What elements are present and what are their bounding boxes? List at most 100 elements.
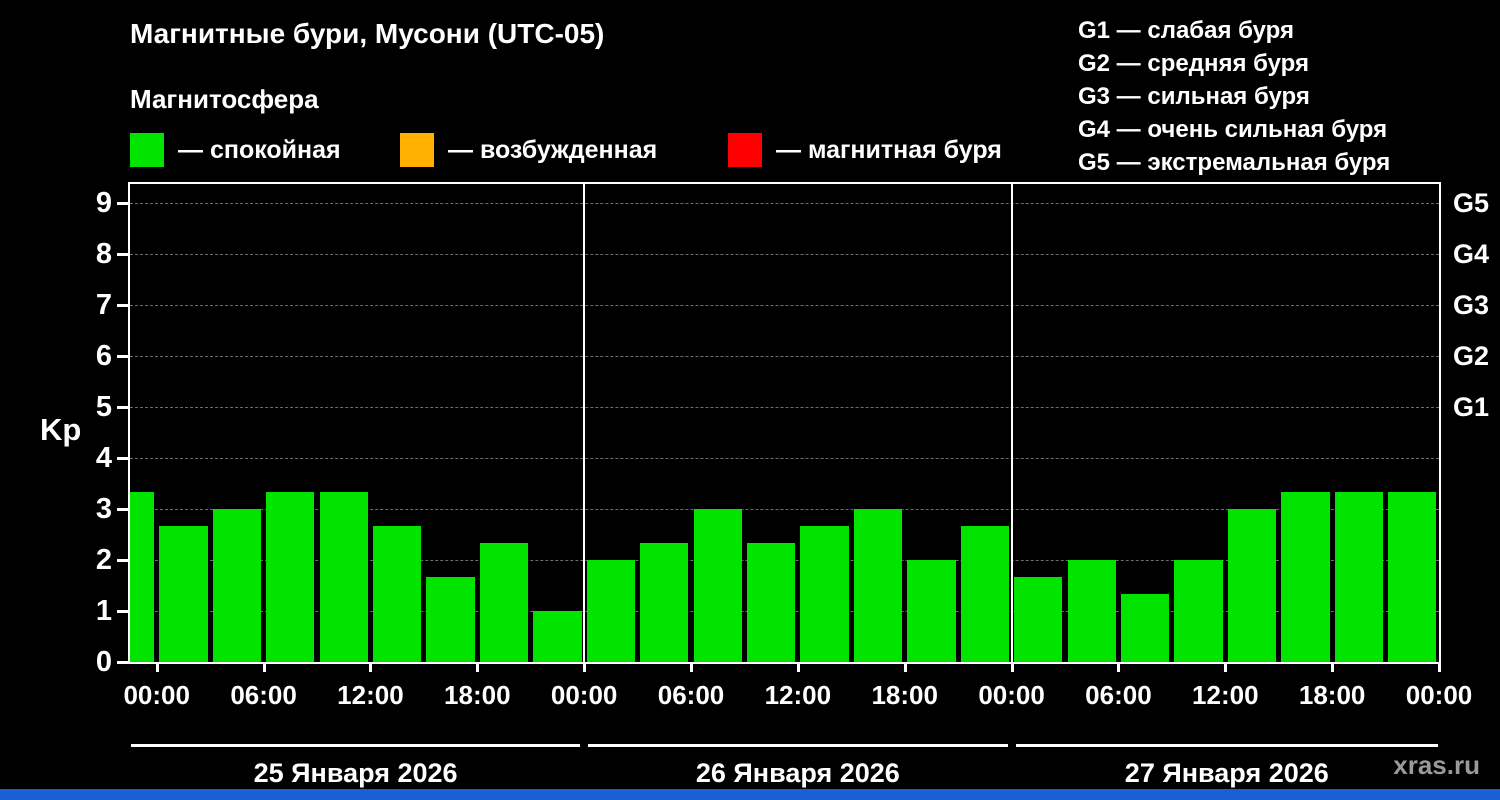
y-tick-label-7: 7 xyxy=(95,289,112,321)
y-tick-label-4: 4 xyxy=(95,442,112,474)
x-tick-label-12: 00:00 xyxy=(1405,680,1473,710)
date-line-3 xyxy=(1015,744,1438,747)
g-legend-item-g2: G2 — средняя буря xyxy=(1078,50,1309,77)
x-tick-9 xyxy=(1117,663,1121,672)
right-axis-label-g4: G4 xyxy=(1453,239,1490,269)
g-legend-item-g1: G1 — слабая буря xyxy=(1078,17,1295,44)
right-axis-label-g2: G2 xyxy=(1453,341,1490,371)
kp-axis-label: Kp xyxy=(40,412,82,447)
kp-bar-day3-5 xyxy=(1281,492,1330,662)
x-tick-label-10: 12:00 xyxy=(1192,680,1259,710)
date-label-2: 26 Января 2026 xyxy=(695,758,900,788)
kp-bar-day2-6 xyxy=(907,560,956,662)
x-tick-6 xyxy=(796,663,800,672)
kp-bar-day2-5 xyxy=(853,509,903,662)
x-tick-label-11: 18:00 xyxy=(1298,680,1366,710)
x-tick-label-1: 06:00 xyxy=(230,680,297,710)
right-axis-label-g5: G5 xyxy=(1453,188,1490,218)
kp-bar-day1-2 xyxy=(266,492,315,662)
legend-item-storm: — магнитная буря xyxy=(728,133,1002,167)
magnetosphere-subtitle: Магнитосфера xyxy=(130,84,319,114)
x-tick-3 xyxy=(476,663,480,672)
x-tick-label-7: 18:00 xyxy=(871,680,938,710)
kp-bar-day1-3 xyxy=(319,492,368,662)
g-legend-item-g3: G3 — сильная буря xyxy=(1078,83,1310,110)
y-tick-5 xyxy=(117,406,128,409)
y-tick-2 xyxy=(117,559,128,562)
right-axis-label-g1: G1 xyxy=(1453,392,1490,422)
y-tick-8 xyxy=(117,253,128,256)
legend-label-storm: — магнитная буря xyxy=(776,136,1002,164)
kp-bar-day3-7 xyxy=(1388,492,1437,662)
kp-gridline-8 xyxy=(130,254,1439,255)
kp-bar-day3-6 xyxy=(1334,492,1384,662)
x-tick-11 xyxy=(1331,663,1335,672)
kp-gridline-4 xyxy=(130,458,1439,459)
page-title: Магнитные бури, Мусони (UTC-05) xyxy=(130,18,605,49)
kp-bar-day3-4 xyxy=(1227,509,1277,662)
bottom-accent-strip xyxy=(0,789,1500,800)
x-tick-0 xyxy=(155,663,159,672)
g-legend-item-g5: G5 — экстремальная буря xyxy=(1078,149,1391,176)
date-line-1 xyxy=(131,744,581,747)
x-tick-label-6: 12:00 xyxy=(764,680,832,710)
y-tick-7 xyxy=(117,304,128,307)
x-tick-label-2: 12:00 xyxy=(337,680,404,710)
legend-item-quiet: — спокойная xyxy=(130,133,341,167)
kp-bar-day3-2 xyxy=(1120,594,1170,662)
x-tick-5 xyxy=(690,663,693,672)
kp-bar-day2-0 xyxy=(586,560,636,662)
y-tick-6 xyxy=(117,355,128,358)
x-tick-8 xyxy=(1010,663,1014,672)
g-legend-item-g4: G4 — очень сильная буря xyxy=(1078,116,1388,143)
kp-gridline-9 xyxy=(130,203,1439,204)
y-tick-label-0: 0 xyxy=(95,646,112,678)
kp-bar-leading xyxy=(130,492,155,662)
kp-gridline-3 xyxy=(130,509,1439,510)
x-tick-2 xyxy=(369,663,373,672)
kp-bar-day2-3 xyxy=(746,543,796,662)
x-tick-12 xyxy=(1438,663,1441,672)
y-tick-label-6: 6 xyxy=(95,340,112,372)
kp-gridline-7 xyxy=(130,305,1439,306)
right-axis-label-g3: G3 xyxy=(1453,290,1490,320)
date-label-3: 27 Января 2026 xyxy=(1124,758,1329,788)
x-tick-1 xyxy=(262,663,266,672)
y-tick-label-3: 3 xyxy=(95,493,112,525)
quiet-color-swatch xyxy=(130,133,164,167)
kp-bar-day2-4 xyxy=(800,525,849,662)
x-tick-label-9: 06:00 xyxy=(1085,680,1152,710)
y-tick-label-8: 8 xyxy=(95,238,112,270)
y-tick-3 xyxy=(117,508,128,511)
kp-bar-day3-1 xyxy=(1067,560,1116,662)
kp-bar-day3-3 xyxy=(1174,560,1223,662)
kp-bar-day2-7 xyxy=(960,525,1010,662)
x-tick-label-3: 18:00 xyxy=(444,680,511,710)
date-label-1: 25 Января 2026 xyxy=(253,758,458,788)
excited-color-swatch xyxy=(400,133,434,167)
kp-bar-day1-5 xyxy=(426,576,475,662)
x-tick-label-8: 00:00 xyxy=(978,680,1045,710)
x-tick-label-0: 00:00 xyxy=(123,680,190,710)
y-tick-1 xyxy=(117,610,128,613)
kp-bar-day2-1 xyxy=(640,543,689,662)
y-tick-9 xyxy=(117,202,128,205)
plot-area: 0 1 2 3 4 5 6 7 8 9 G5 G4 G3 G2 G1 00:00 06:00 12:00 18:00… xyxy=(96,182,1489,788)
kp-bar-day1-1 xyxy=(212,509,262,662)
x-tick-4 xyxy=(583,663,587,672)
legend-label-excited: — возбужденная xyxy=(448,136,658,164)
y-tick-label-2: 2 xyxy=(95,544,112,576)
day-divider-1 xyxy=(583,184,586,662)
y-tick-label-5: 5 xyxy=(95,391,112,423)
legend-item-excited: — возбужденная xyxy=(400,133,657,167)
kp-bar-day1-6 xyxy=(479,543,529,662)
x-tick-7 xyxy=(903,663,907,672)
kp-bar-day3-0 xyxy=(1014,576,1063,662)
y-tick-4 xyxy=(117,457,128,460)
y-tick-0 xyxy=(117,661,128,664)
x-tick-label-5: 06:00 xyxy=(657,680,725,710)
kp-bar-day1-7 xyxy=(533,611,582,662)
date-line-2 xyxy=(588,744,1008,747)
kp-gridline-6 xyxy=(130,356,1439,357)
